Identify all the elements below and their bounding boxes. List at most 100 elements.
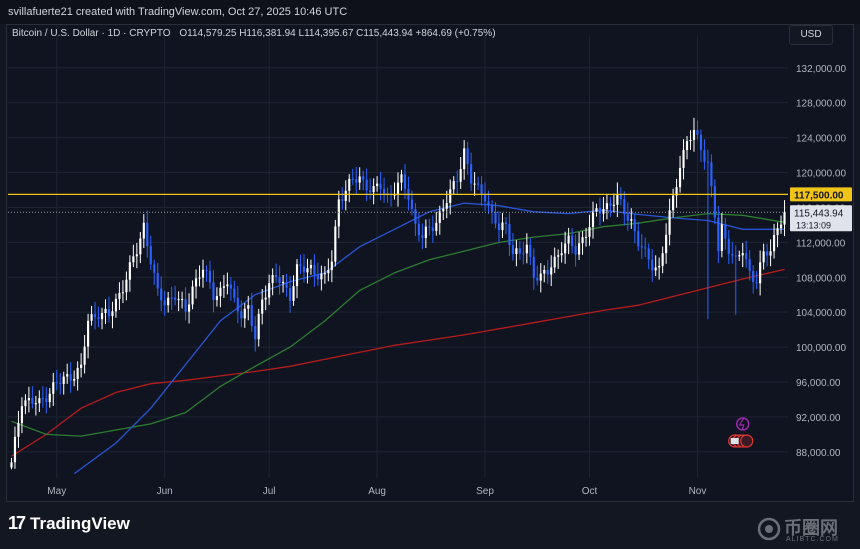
time-axis: May Jun Jul Aug Sep Oct Nov [47,486,706,497]
candle-body [215,296,219,301]
event-lightning-icon[interactable] [735,417,750,431]
candle-body [52,382,55,394]
candle-body [174,297,177,300]
candle-body [644,247,647,249]
candle-body [668,210,671,235]
candle-body [511,244,514,255]
candle-body [48,393,51,403]
watermark-logo-icon [757,517,781,541]
candle-body [41,398,44,400]
candle-body [87,320,90,347]
candle-body [779,224,783,229]
candlesticks [10,117,786,470]
candle-body [69,374,72,381]
candle-body [424,226,427,238]
candle-body [66,374,69,377]
candle-body [320,273,323,280]
candle-body [529,244,532,257]
candle-body [466,148,469,165]
economic-event-icon[interactable] [740,434,754,448]
candle-body [275,275,278,278]
x-tick-label: Jul [263,486,276,497]
last-price-badge [790,205,852,232]
y-tick-label: 128,000.00 [796,99,846,110]
candle-body [396,182,400,195]
candle-body [692,130,696,140]
candle-body [236,297,239,312]
candle-body [285,281,288,289]
candle-body [557,255,560,257]
candle-body [522,253,525,255]
candle-body [257,313,260,340]
chart-frame[interactable] [6,24,854,502]
candle-body [435,222,438,231]
candle-body [212,282,215,301]
candle-body [738,255,741,257]
y-tick-label: 112,000.00 [796,238,846,249]
candle-body [59,382,62,384]
lightning-glyph [738,417,745,431]
candle-body [149,246,152,265]
candle-body [685,141,689,150]
candle-body [27,397,30,401]
candle-body [243,308,246,319]
candle-body [400,174,403,183]
candle-body [651,259,654,271]
candle-body [672,195,675,211]
candle-body [564,243,567,254]
candle-body [362,176,365,180]
candle-body [191,286,194,305]
candle-body [497,223,501,231]
candle-body [299,264,302,267]
candle-body [463,148,466,170]
candle-body [372,186,375,193]
candle-body [76,367,79,380]
symbol-label[interactable]: Bitcoin / U.S. Dollar · 1D · CRYPTO [12,28,171,39]
candle-body [316,274,319,280]
candle-body [703,150,706,162]
candle-body [654,267,657,271]
candle-body [696,130,699,135]
candle-body [490,205,494,212]
candle-body [438,211,441,223]
candle-body [431,227,434,231]
candle-body [699,134,703,151]
candle-body [365,179,368,191]
candle-body [132,256,135,263]
candle-body [344,190,347,201]
candle-body [588,226,591,237]
y-tick-label: 104,000.00 [796,308,846,319]
candle-body [306,268,309,273]
candle-body [745,253,748,260]
currency-label: USD [800,29,822,40]
candle-body [616,194,619,205]
candle-body [73,379,76,381]
currency-button[interactable]: USD [789,25,833,45]
y-tick-label: 88,000.00 [796,448,841,459]
candle-body [382,188,386,194]
candle-body [121,292,124,294]
candle-body [480,184,483,195]
candle-body [682,149,685,168]
candle-body [459,169,462,182]
candle-body [776,228,779,236]
candle-body [494,211,497,224]
candle-body [403,174,407,189]
candle-body [295,264,299,287]
candle-body [379,183,382,189]
candle-body [581,237,584,244]
tradingview-logo[interactable]: 17 TradingView [8,513,130,534]
candle-body [501,222,504,231]
candle-body [598,208,602,214]
candle-body [327,270,330,274]
x-tick-label: Sep [476,486,494,497]
candle-body [125,279,128,293]
candle-body [282,281,285,284]
candle-body [647,248,650,260]
candle-body [536,277,539,281]
candle-body [288,288,292,301]
moving-averages [11,202,785,475]
candle-body [560,253,563,256]
candle-body [734,255,737,257]
